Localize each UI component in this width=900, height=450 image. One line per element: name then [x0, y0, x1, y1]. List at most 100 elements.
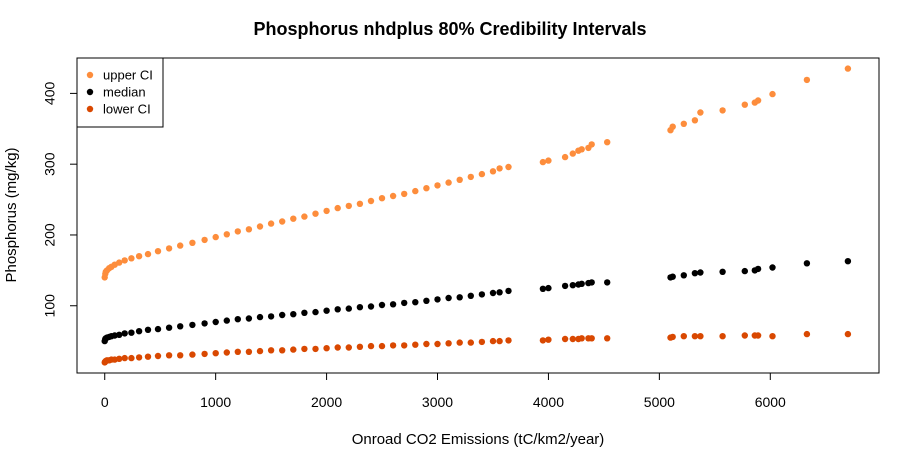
point-lower-ci [769, 333, 776, 340]
x-tick-label: 1000 [200, 394, 231, 410]
chart-title: Phosphorus nhdplus 80% Credibility Inter… [253, 19, 646, 39]
point-upper-ci [697, 109, 704, 116]
point-lower-ci [256, 347, 264, 355]
point-median [290, 311, 297, 318]
point-upper-ci [467, 173, 474, 181]
point-median [719, 268, 726, 275]
point-median [301, 309, 308, 316]
point-lower-ci [128, 354, 135, 362]
point-upper-ci [423, 185, 430, 192]
point-median [389, 301, 397, 308]
point-median [177, 323, 184, 330]
legend-marker-upper-ci [86, 71, 94, 79]
point-median [401, 299, 408, 307]
point-lower-ci [212, 350, 219, 357]
point-upper-ci [505, 163, 512, 171]
point-lower-ci [378, 342, 386, 350]
point-median [478, 291, 486, 298]
point-lower-ci [588, 335, 595, 342]
point-median [561, 282, 569, 290]
point-lower-ci [121, 354, 128, 362]
point-lower-ci [539, 337, 547, 344]
y-tick-label: 200 [42, 223, 58, 247]
point-lower-ci [234, 348, 241, 355]
y-tick-label: 400 [42, 82, 58, 106]
point-upper-ci [201, 236, 208, 244]
point-upper-ci [279, 218, 286, 225]
point-median [496, 289, 503, 296]
point-median [267, 313, 275, 320]
point-median [489, 289, 497, 297]
point-upper-ci [345, 202, 352, 210]
point-median [334, 306, 341, 313]
point-upper-ci [121, 257, 128, 264]
point-lower-ci [290, 346, 297, 353]
point-upper-ci [223, 231, 230, 238]
point-lower-ci [323, 345, 330, 352]
point-median [128, 329, 135, 336]
point-lower-ci [604, 335, 611, 342]
point-median [378, 301, 386, 309]
point-median [423, 297, 430, 304]
point-upper-ci [489, 168, 497, 175]
point-median [144, 326, 152, 333]
point-median [569, 282, 576, 289]
point-lower-ci [423, 340, 430, 348]
point-lower-ci [669, 333, 676, 341]
point-upper-ci [741, 101, 748, 108]
point-upper-ci [478, 170, 486, 178]
point-lower-ci [201, 350, 208, 358]
point-median [412, 299, 419, 306]
point-median [803, 260, 811, 267]
point-upper-ci [803, 76, 811, 84]
point-upper-ci [389, 192, 397, 200]
x-tick-label: 0 [101, 394, 109, 410]
point-upper-ci [378, 195, 386, 202]
point-upper-ci [144, 250, 152, 258]
point-lower-ci [754, 332, 762, 339]
point-median [844, 258, 852, 265]
point-median [434, 296, 441, 303]
point-median [456, 294, 463, 301]
point-upper-ci [545, 157, 552, 164]
series-lower-ci [101, 330, 852, 366]
point-median [201, 320, 208, 327]
point-upper-ci [401, 190, 408, 198]
x-tick-label: 4000 [533, 394, 564, 410]
point-median [223, 317, 230, 324]
plot-frame [76, 57, 880, 374]
point-median [189, 321, 196, 329]
point-upper-ci [445, 179, 452, 186]
point-lower-ci [367, 342, 375, 350]
point-lower-ci [301, 345, 308, 353]
point-lower-ci [245, 348, 253, 355]
y-axis: 100 200 300 400 [42, 82, 78, 318]
point-median [445, 294, 452, 302]
point-median [367, 303, 375, 310]
point-upper-ci [539, 158, 547, 166]
point-median [165, 324, 173, 331]
point-upper-ci [356, 200, 364, 207]
point-lower-ci [223, 349, 230, 356]
point-lower-ci [144, 353, 152, 360]
point-lower-ci [445, 340, 452, 347]
point-lower-ci [561, 335, 569, 343]
point-median [356, 304, 364, 311]
point-median [539, 285, 547, 292]
y-tick-label: 100 [42, 294, 58, 318]
point-upper-ci [245, 226, 253, 233]
point-upper-ci [323, 207, 330, 215]
point-lower-ci [189, 351, 196, 358]
point-upper-ci [588, 141, 595, 148]
point-lower-ci [844, 330, 852, 338]
point-upper-ci [212, 233, 219, 241]
point-lower-ci [803, 330, 811, 338]
point-lower-ci [401, 342, 408, 349]
point-lower-ci [456, 339, 463, 346]
point-lower-ci [691, 333, 699, 340]
point-median [135, 328, 143, 335]
series-median [101, 258, 852, 345]
point-median [234, 316, 241, 323]
point-lower-ci [719, 333, 726, 340]
